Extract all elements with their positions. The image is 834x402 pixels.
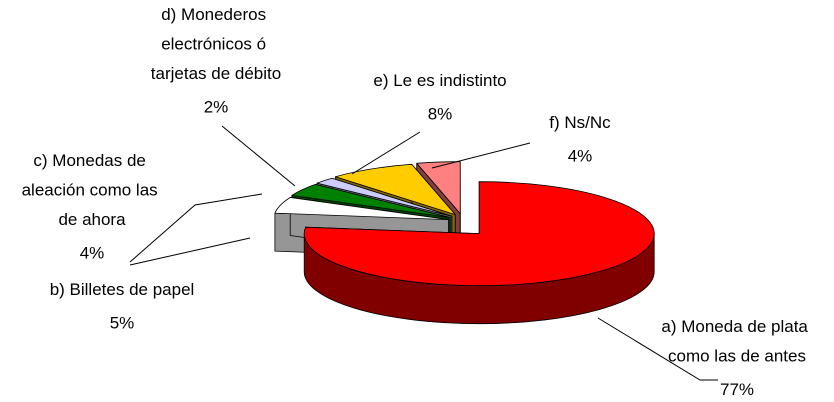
slice-label: f) Ns/Nc [549,113,611,132]
value-label: 8% [428,105,453,124]
slice-label: a) Moneda de plata como las de antes [661,317,812,366]
label-line: de ahora [58,210,126,229]
value-label: 4% [568,147,593,166]
label-line: e) Le es indistinto [373,71,506,90]
leader-line [129,237,251,266]
slice [316,177,453,217]
label-line: b) Billetes de papel [50,280,195,299]
slice [416,161,461,215]
label-line: f) Ns/Nc [549,113,611,132]
slice [274,197,449,221]
value-label: 4% [80,244,105,263]
leader-line [129,193,263,263]
label-line: como las de antes [668,347,806,366]
value-label: 77% [720,380,754,399]
slice-label: e) Le es indistinto [373,71,506,90]
slice [303,181,655,287]
slice [291,184,451,218]
leader-line [597,317,718,381]
label-line: d) Monederos [161,5,271,24]
label-line: c) Monedas de [33,151,150,170]
label-line: tarjetas de débito [151,64,281,83]
leader-line [431,142,531,169]
value-label: 2% [204,98,229,117]
leader-line [351,131,421,175]
label-line: aleación como las [22,181,163,200]
slice [335,163,456,216]
slice-label: b) Billetes de papel [50,280,195,299]
leader-line [221,125,296,187]
label-line: electrónicos ó [161,35,271,54]
label-line: a) Moneda de plata [661,317,812,336]
slice-label: d) Monederos electrónicos ó tarjetas de … [151,5,281,83]
slice-label: c) Monedas de aleación como las de ahora [22,151,163,229]
value-label: 5% [110,314,135,333]
